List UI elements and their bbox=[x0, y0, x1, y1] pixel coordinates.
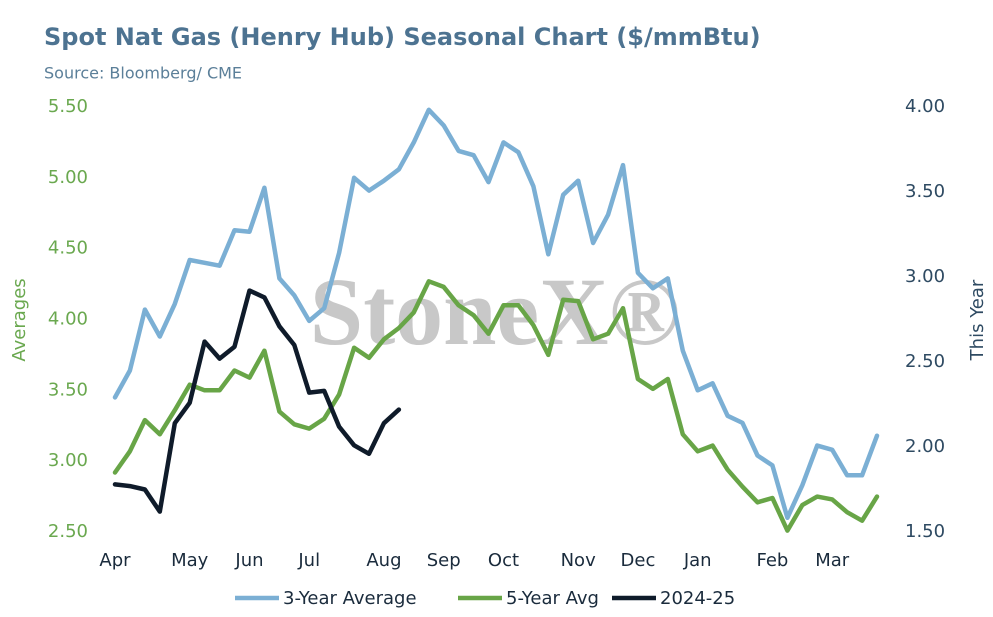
legend-label: 3-Year Average bbox=[283, 588, 417, 609]
y2-tick-label: 2.00 bbox=[905, 436, 945, 457]
legend-label: 2024-25 bbox=[660, 588, 735, 609]
y-tick-label: 5.50 bbox=[48, 96, 88, 117]
y-tick-label: 4.50 bbox=[48, 238, 88, 259]
x-tick-label: Jan bbox=[683, 550, 712, 571]
x-tick-label: Jun bbox=[234, 550, 263, 571]
x-tick-label: Jul bbox=[297, 550, 320, 571]
series-line bbox=[112, 279, 880, 533]
x-tick-label: Feb bbox=[756, 550, 788, 571]
y-tick-label: 5.00 bbox=[48, 167, 88, 188]
x-tick-label: Apr bbox=[99, 550, 131, 571]
x-tick-label: May bbox=[171, 550, 209, 571]
x-tick-label: Dec bbox=[621, 550, 656, 571]
y-tick-label: 4.00 bbox=[48, 309, 88, 330]
y2-tick-label: 1.50 bbox=[905, 521, 945, 542]
y-tick-label: 3.00 bbox=[48, 450, 88, 471]
legend-label: 5-Year Avg bbox=[506, 588, 599, 609]
x-tick-label: Sep bbox=[427, 550, 461, 571]
y2-tick-label: 2.50 bbox=[905, 351, 945, 372]
x-tick-label: Nov bbox=[561, 550, 596, 571]
chart-subtitle: Source: Bloomberg/ CME bbox=[44, 64, 242, 83]
series-line bbox=[112, 288, 402, 514]
y2-axis-label: This Year bbox=[967, 279, 988, 361]
y2-tick-label: 4.00 bbox=[905, 96, 945, 117]
series-line bbox=[112, 107, 880, 521]
y-tick-label: 2.50 bbox=[48, 521, 88, 542]
x-tick-label: Aug bbox=[366, 550, 401, 571]
y2-tick-label: 3.00 bbox=[905, 266, 945, 287]
x-tick-label: Oct bbox=[488, 550, 519, 571]
y-tick-label: 3.50 bbox=[48, 379, 88, 400]
y-axis-label: Averages bbox=[9, 278, 30, 361]
x-tick-label: Mar bbox=[815, 550, 850, 571]
y2-tick-label: 3.50 bbox=[905, 181, 945, 202]
chart-title: Spot Nat Gas (Henry Hub) Seasonal Chart … bbox=[44, 23, 761, 51]
